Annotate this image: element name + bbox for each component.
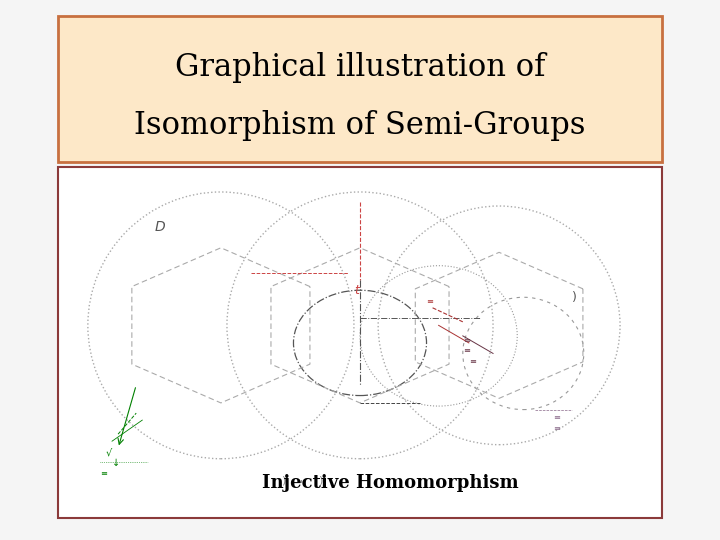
Text: ≡: ≡ — [469, 357, 476, 366]
Text: ≡: ≡ — [426, 298, 433, 306]
Text: ≡: ≡ — [554, 424, 561, 433]
FancyBboxPatch shape — [58, 16, 662, 162]
Text: Injective Homomorphism: Injective Homomorphism — [262, 474, 518, 492]
Text: ≡: ≡ — [463, 347, 470, 355]
FancyBboxPatch shape — [58, 167, 662, 518]
Text: D: D — [154, 220, 165, 234]
Text: ≡: ≡ — [463, 336, 470, 345]
Text: ): ) — [572, 291, 577, 304]
Text: ): ) — [318, 475, 322, 485]
Text: ↓: ↓ — [112, 458, 120, 468]
Text: Isomorphism of Semi-Groups: Isomorphism of Semi-Groups — [134, 110, 586, 141]
Text: ≡: ≡ — [554, 413, 561, 422]
Text: √: √ — [106, 447, 112, 457]
Text: t: t — [354, 284, 359, 297]
Text: Graphical illustration of: Graphical illustration of — [175, 52, 545, 83]
Text: ): ) — [282, 475, 286, 485]
Text: ': ' — [300, 479, 302, 489]
Text: ≡: ≡ — [100, 469, 107, 478]
